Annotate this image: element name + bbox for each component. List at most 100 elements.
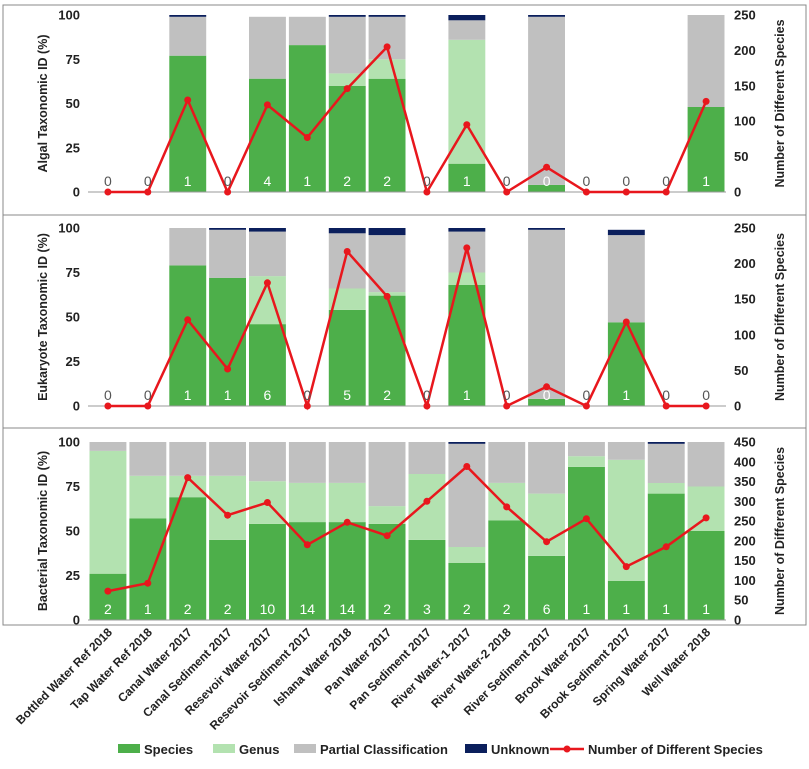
bar-genus-p2-6 <box>328 288 366 310</box>
species-count-point-p3-9 <box>463 463 471 470</box>
species-count-point-p3-8 <box>423 497 431 505</box>
bar-partial-p2-13 <box>607 235 645 323</box>
sample-count-label-p1-5: 1 <box>303 173 311 189</box>
sample-count-label-p3-13: 1 <box>622 601 630 617</box>
bar-genus-p3-7 <box>368 506 406 524</box>
bar-unknown-p2-9 <box>448 228 486 232</box>
bar-partial-p3-3 <box>209 442 246 476</box>
species-count-point-p3-6 <box>343 518 351 526</box>
sample-count-label-p2-4: 6 <box>264 387 272 403</box>
species-count-point-p2-1 <box>144 402 152 410</box>
bar-partial-p2-3 <box>209 229 246 278</box>
y-tick-label-p2: 50 <box>66 310 80 325</box>
bar-unknown-p2-7 <box>368 228 406 236</box>
species-count-point-p1-11 <box>543 163 551 171</box>
bar-partial-p3-0 <box>89 442 127 451</box>
bar-species-p3-11 <box>528 555 565 620</box>
sample-count-label-p1-14: 0 <box>662 173 670 189</box>
y2-tick-label-p1: 50 <box>734 149 748 164</box>
bar-species-p1-9 <box>448 163 486 192</box>
bar-species-p3-4 <box>249 523 286 620</box>
bar-partial-p3-14 <box>647 443 685 483</box>
bar-genus-p3-3 <box>209 475 246 540</box>
bar-partial-p3-9 <box>448 443 486 547</box>
sample-count-label-p3-10: 2 <box>503 601 511 617</box>
category-label-12: Brook Water 2017 <box>512 625 593 706</box>
bar-partial-p3-12 <box>568 442 605 457</box>
species-count-point-p1-12 <box>582 188 590 196</box>
sample-count-label-p2-3: 1 <box>224 387 232 403</box>
bar-species-p3-3 <box>209 539 246 620</box>
species-count-point-p3-12 <box>582 515 590 523</box>
bar-species-p2-11 <box>528 398 565 406</box>
y2-tick-label-p3: 450 <box>734 435 756 450</box>
y-tick-label-p2: 75 <box>66 265 80 280</box>
species-count-point-p2-7 <box>383 292 391 300</box>
sample-count-label-p2-9: 1 <box>463 387 471 403</box>
bar-species-p1-5 <box>288 45 326 192</box>
sample-count-label-p1-9: 1 <box>463 173 471 189</box>
bar-unknown-p3-9 <box>448 442 486 444</box>
sample-count-label-p3-12: 1 <box>583 601 591 617</box>
bar-genus-p1-6 <box>328 73 366 86</box>
species-count-point-p3-5 <box>303 541 311 549</box>
bar-genus-p3-5 <box>288 482 326 523</box>
sample-count-label-p2-13: 1 <box>622 387 630 403</box>
bar-unknown-p1-6 <box>328 15 366 17</box>
y-tick-label-p1: 75 <box>66 52 80 67</box>
bar-species-p3-0 <box>89 573 127 620</box>
bar-species-p2-4 <box>249 324 286 406</box>
y2-tick-label-p2: 200 <box>734 256 756 271</box>
species-count-point-p1-8 <box>423 188 431 196</box>
legend-swatch-1 <box>213 744 235 753</box>
species-count-point-p2-8 <box>423 402 431 410</box>
sample-count-label-p2-5: 0 <box>303 387 311 403</box>
bar-unknown-p1-9 <box>448 15 486 21</box>
y2-tick-label-p3: 400 <box>734 454 756 469</box>
species-count-point-p3-1 <box>144 579 152 587</box>
sample-count-label-p3-6: 14 <box>339 601 355 617</box>
species-count-point-p3-4 <box>263 499 271 506</box>
sample-count-label-p3-7: 2 <box>383 601 391 617</box>
bar-partial-p1-4 <box>249 16 286 79</box>
bar-unknown-p2-3 <box>209 228 246 230</box>
y2-tick-label-p2: 150 <box>734 292 756 307</box>
sample-count-label-p1-1: 0 <box>144 173 152 189</box>
bar-species-p1-2 <box>169 55 207 193</box>
bar-genus-p3-9 <box>448 547 486 563</box>
species-count-point-p1-13 <box>622 188 630 196</box>
species-count-point-p3-14 <box>662 543 670 551</box>
bar-species-p3-13 <box>607 580 645 620</box>
species-count-point-p1-0 <box>104 188 112 196</box>
sample-count-label-p2-14: 0 <box>662 387 670 403</box>
y-axis-label-p2: Eukaryote Taxonomic ID (%) <box>36 233 50 401</box>
category-label-15: Well Water 2018 <box>639 625 713 699</box>
bar-genus-p3-6 <box>328 482 366 523</box>
bar-species-p3-9 <box>448 563 486 620</box>
legend-swatch-0 <box>118 744 140 753</box>
species-count-point-p1-2 <box>184 96 192 104</box>
legend-label-0: Species <box>144 742 193 757</box>
y2-tick-label-p2: 250 <box>734 221 756 236</box>
y-tick-label-p3: 100 <box>58 435 80 450</box>
bar-genus-p3-1 <box>129 475 167 519</box>
y2-tick-label-p3: 150 <box>734 553 756 568</box>
sample-count-label-p2-11: 0 <box>543 387 551 403</box>
y-tick-label-p1: 50 <box>66 96 80 111</box>
y-tick-label-p2: 100 <box>58 221 80 236</box>
y2-tick-label-p3: 200 <box>734 533 756 548</box>
y2-tick-label-p3: 350 <box>734 474 756 489</box>
y2-tick-label-p3: 300 <box>734 494 756 509</box>
legend-swatch-2 <box>294 744 316 753</box>
bar-species-p3-12 <box>568 466 605 620</box>
sample-count-label-p1-10: 0 <box>503 173 511 189</box>
bar-species-p3-7 <box>368 523 406 620</box>
y-tick-label-p2: 0 <box>73 399 80 414</box>
bar-partial-p1-2 <box>169 16 207 56</box>
bar-genus-p3-0 <box>89 450 127 574</box>
bar-unknown-p2-13 <box>607 229 645 236</box>
sample-count-label-p1-12: 0 <box>583 173 591 189</box>
bar-unknown-p2-4 <box>249 228 286 232</box>
bar-species-p3-8 <box>408 539 446 620</box>
